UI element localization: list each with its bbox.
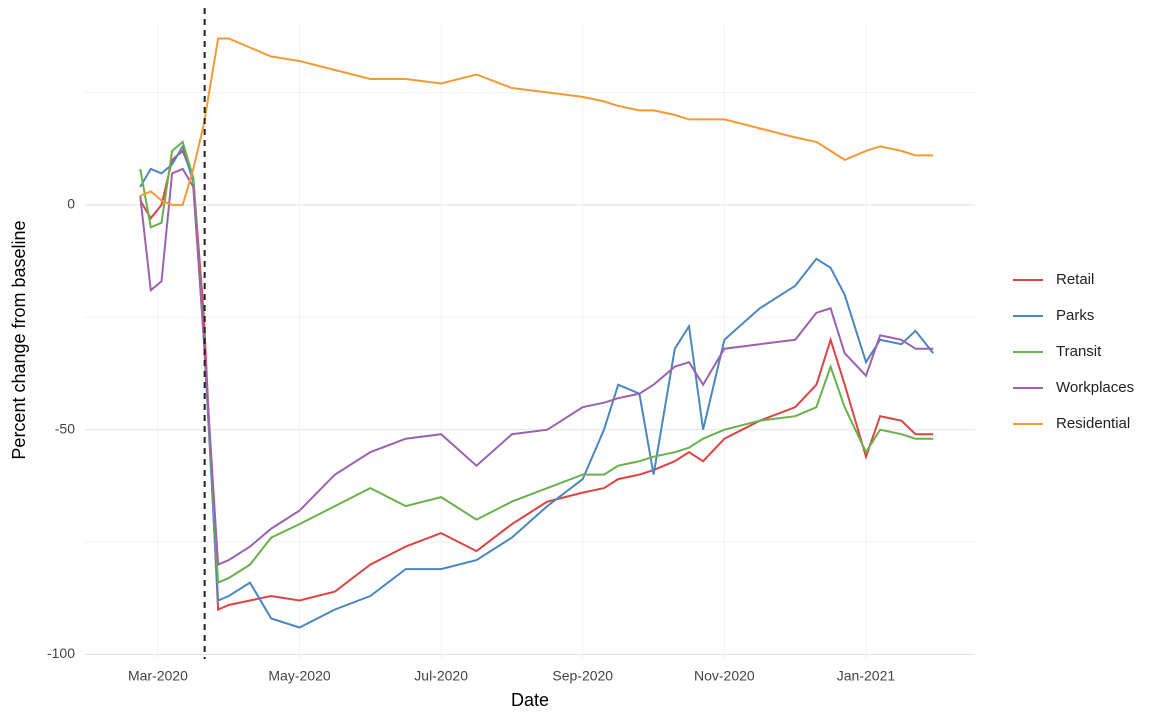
series-line	[139, 37, 934, 206]
x-tick-label: Nov-2020	[694, 668, 755, 684]
legend-label: Transit	[1056, 343, 1102, 360]
x-tick-label: Sep-2020	[552, 668, 613, 684]
x-tick-label: Jul-2020	[414, 668, 468, 684]
legend-label: Residential	[1056, 415, 1130, 432]
y-axis-title: Percent change from baseline	[9, 220, 29, 459]
y-tick-label: 0	[67, 196, 75, 212]
series-line	[139, 167, 934, 567]
series-line	[139, 149, 934, 611]
legend-label: Parks	[1056, 307, 1094, 324]
legend-label: Workplaces	[1056, 379, 1134, 396]
y-tick-label: -100	[47, 645, 75, 661]
x-tick-label: May-2020	[268, 668, 330, 684]
legend-label: Retail	[1056, 271, 1094, 288]
x-axis-title: Date	[511, 690, 549, 710]
x-tick-label: Jan-2021	[837, 668, 896, 684]
y-tick-label: -50	[55, 420, 75, 436]
x-tick-label: Mar-2020	[128, 668, 188, 684]
